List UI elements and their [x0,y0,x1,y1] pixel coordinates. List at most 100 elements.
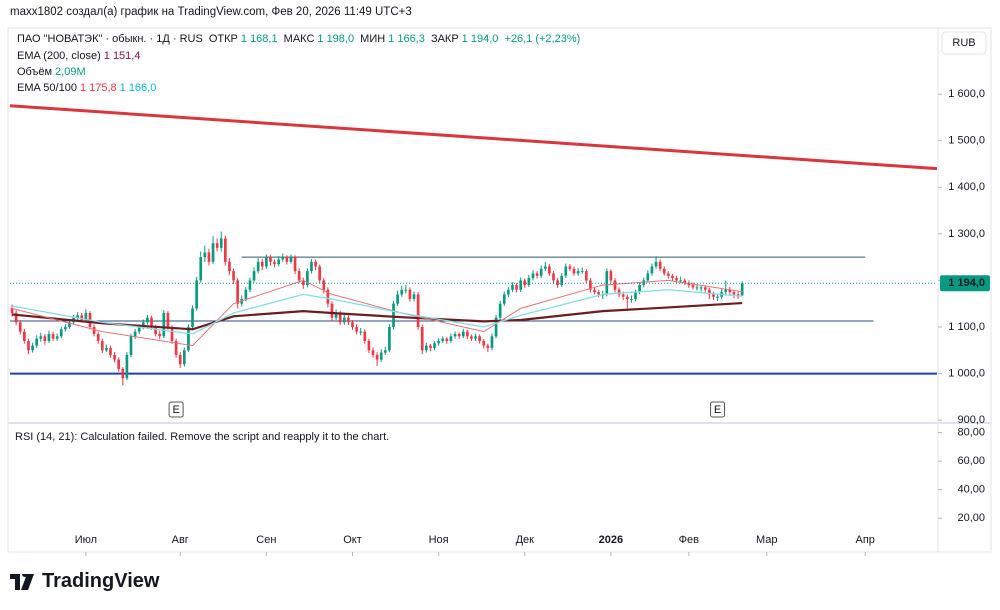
candle-body [625,296,629,300]
event-marker [710,401,726,418]
candle-body [47,333,51,341]
x-tick-label: Фев [679,534,699,546]
logo-text: TradingView [42,570,160,592]
candle-body [400,289,404,295]
candle-body [170,326,174,341]
candle-body [564,266,568,276]
value: 1 151,4 [103,50,141,62]
y-tick-label: 1 300,0 [948,228,985,240]
y-tick-label: 1 100,0 [948,321,985,333]
candle-body [580,271,584,273]
value: 1 198,0 [317,33,355,45]
candle-body [273,261,276,265]
candle-body [457,333,461,337]
candle-body [211,243,215,262]
x-tick-label: 2026 [599,534,623,546]
candle-body [482,340,486,346]
candle-body [338,313,342,323]
candle-body [351,322,354,327]
candle-body [613,280,617,290]
candle-body [35,338,38,346]
candle-body [228,261,231,272]
candle-body [437,340,440,344]
candle-body [326,289,330,304]
candle-body [347,317,350,323]
candle-body [342,317,346,323]
candle-body [662,268,666,274]
currency-button[interactable] [941,31,987,55]
candle-body [691,285,695,288]
currency[interactable]: RUB [952,37,975,49]
candle-body [51,333,55,339]
candle-body [568,266,572,269]
candle-body [708,289,711,295]
candle-body [490,336,494,348]
x-tick-label: Дек [516,534,535,546]
candle-body [609,271,613,281]
candle-body [383,350,387,353]
candle-body [548,266,551,274]
candle-body [539,268,543,276]
candle-body [552,273,555,281]
candle-body [466,331,469,337]
candle-body [281,257,285,260]
candle-body [527,278,531,286]
logo-icon [10,573,34,590]
candle-body [252,271,256,281]
candle-body [379,352,383,360]
x-tick-label: Авг [172,534,189,546]
candle-body [297,271,301,281]
candle-body [667,273,670,276]
candle-body [535,273,539,276]
candle-body [375,354,379,360]
candle-body [453,333,457,337]
candle-body [293,257,297,272]
candle-body [449,336,453,341]
candle-body [597,292,600,295]
candle-body [646,273,650,281]
candle-body [113,354,116,360]
y-tick-label: 80,00 [957,426,985,438]
candle-body [461,331,465,337]
candle-body [728,289,732,293]
candle-body [322,280,326,290]
candle-body [634,292,637,300]
value: 1 168,1 [240,33,278,45]
candle-body [675,278,678,281]
candle-body [470,336,473,339]
legend-volume: Объём 2,09M [17,66,89,78]
candle-body [355,326,358,332]
last-price-box [940,275,990,292]
candle-body [244,289,248,300]
candle-body [265,257,268,267]
candle-body [593,289,596,293]
x-tick-label: Окт [343,534,362,546]
candle-body [137,326,141,332]
label: МИН [360,33,386,45]
credit: maxx1802 создал(а) график на TradingView… [10,6,412,18]
candle-body [256,261,260,272]
candle-body [187,326,190,351]
candle-body [543,266,547,269]
trend-line [9,104,938,171]
candle-body [576,271,580,274]
candle-body [10,308,14,314]
candle-body [445,338,449,341]
y-tick-label: 1 400,0 [948,181,985,193]
candle-body [420,326,424,351]
candle-body [486,345,490,348]
candle-body [703,287,707,290]
candle-body [301,280,305,286]
candle-body [141,322,145,327]
x-tick-label: Сен [256,534,276,546]
label: Объём [17,66,53,78]
event-label: E [714,404,721,416]
candle-body [584,271,588,281]
candle-body [531,273,535,279]
candle-body [416,294,420,327]
candle-body [166,313,170,327]
candle-body [109,347,112,355]
ema-line [11,279,743,347]
candle-body [318,266,322,281]
